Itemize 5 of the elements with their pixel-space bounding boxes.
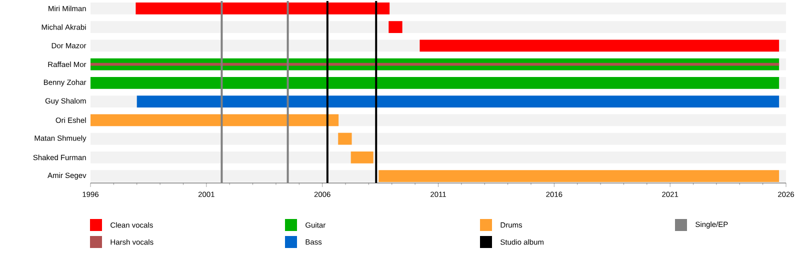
bar [90, 76, 780, 89]
bar [338, 132, 352, 145]
bar [388, 21, 402, 34]
bar [90, 62, 780, 66]
bar [350, 151, 374, 164]
